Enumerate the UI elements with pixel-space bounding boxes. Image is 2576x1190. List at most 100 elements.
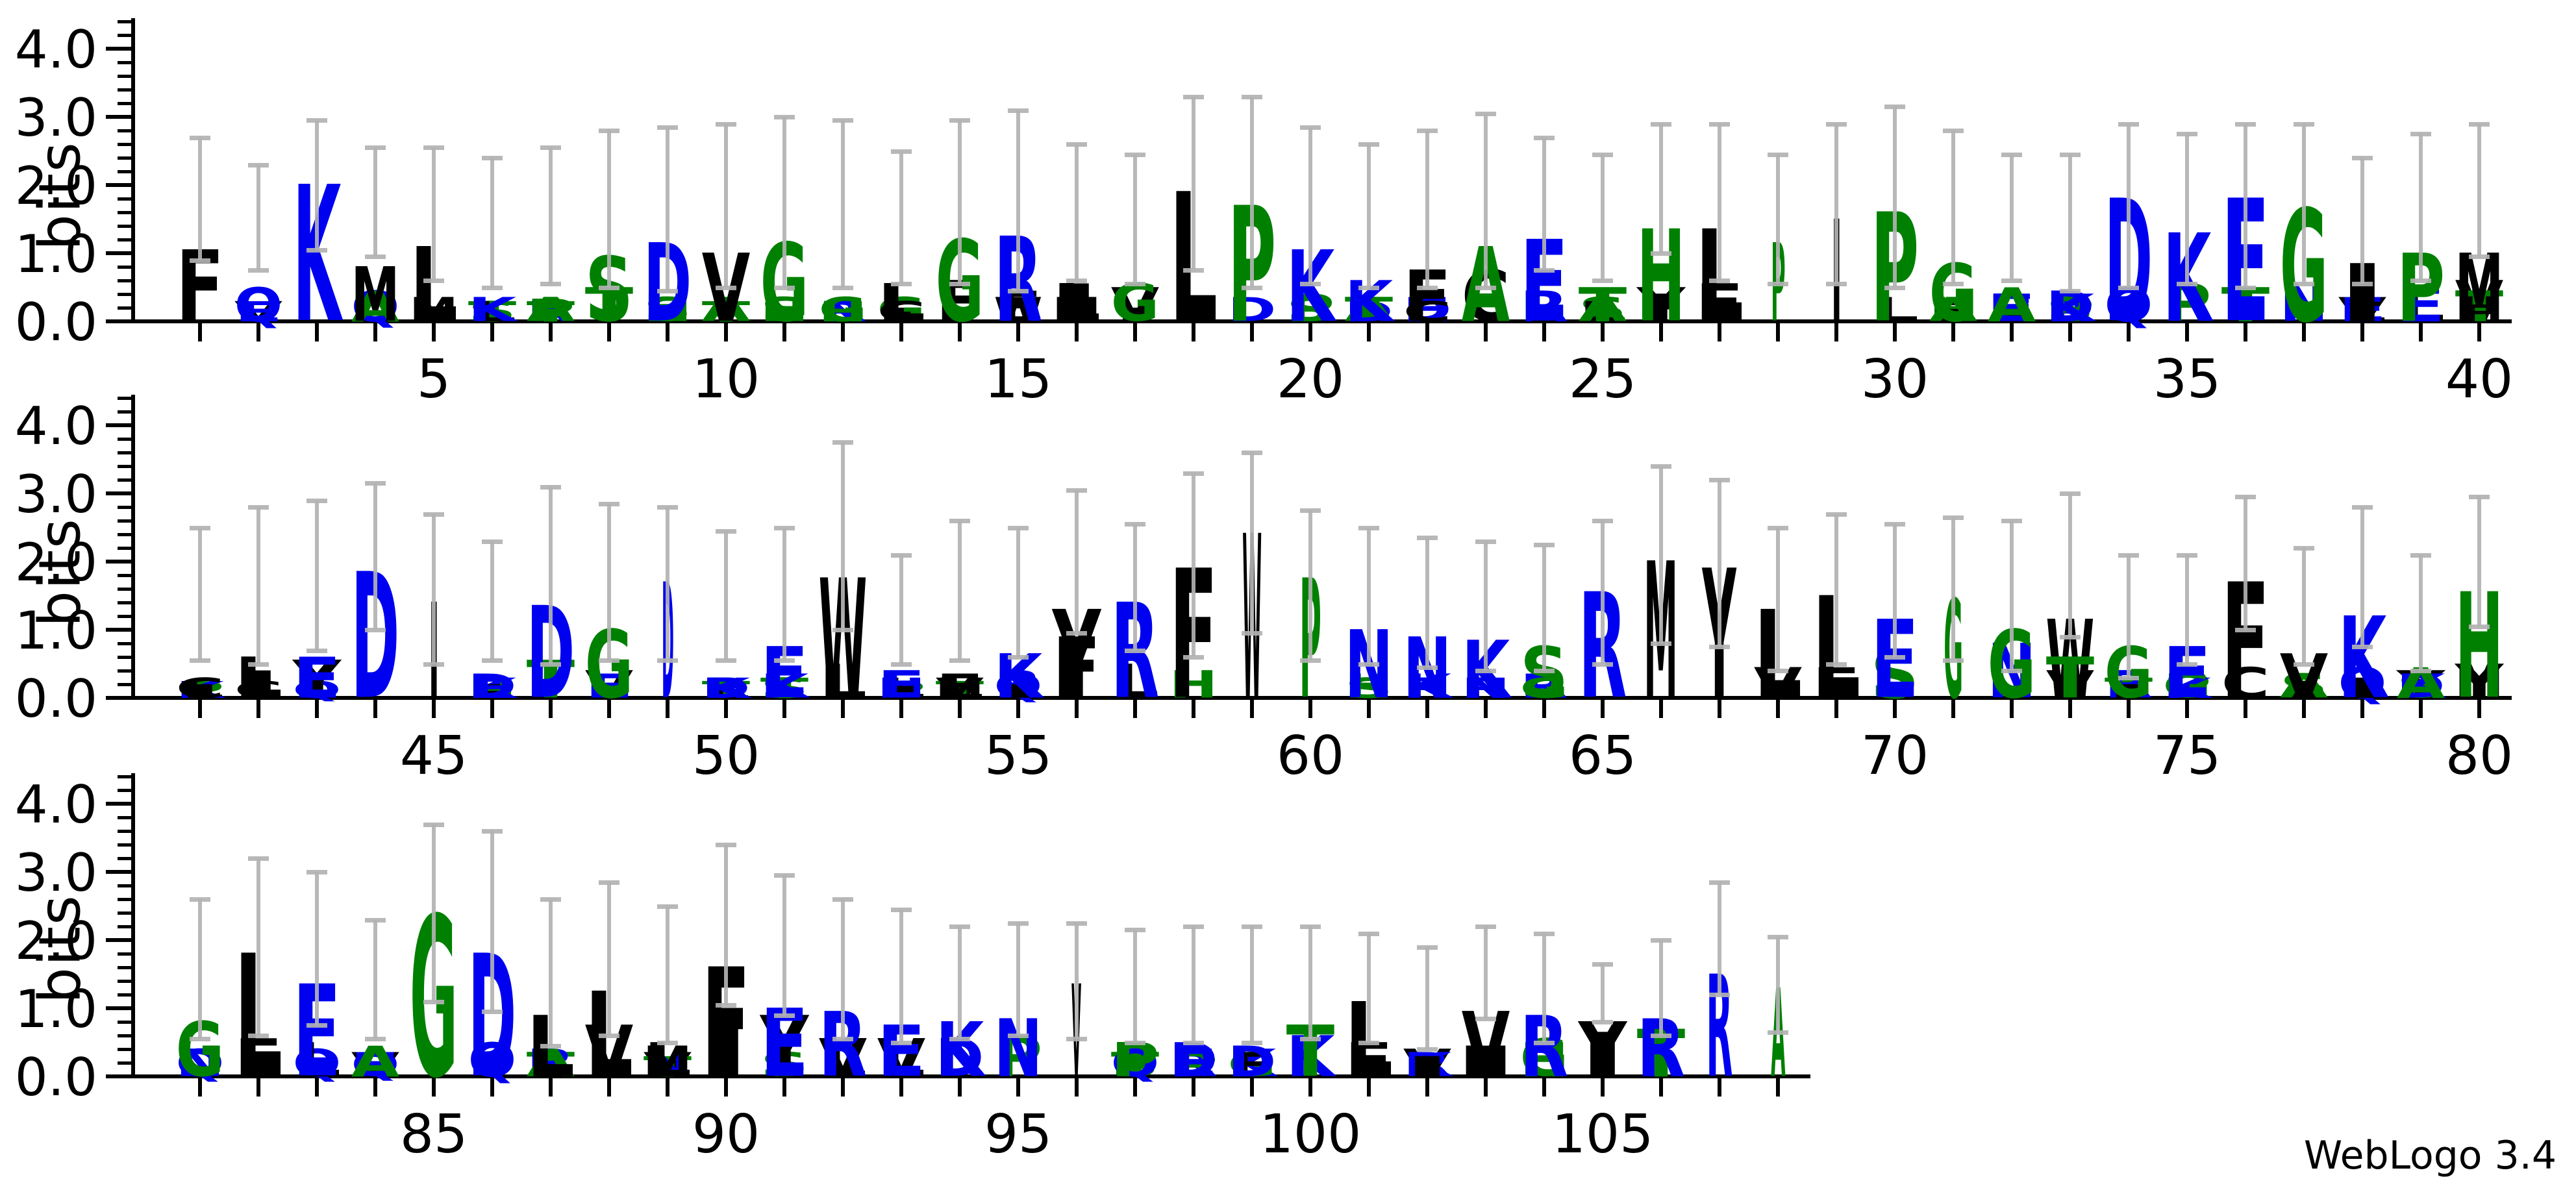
- x-tick: [1484, 1078, 1488, 1097]
- x-tick: [2185, 323, 2189, 341]
- y-minor-tick: [118, 601, 133, 604]
- logo-letter-M-80: M: [2455, 655, 2504, 710]
- error-bar-top-cap: [1651, 464, 1671, 469]
- svg-text:I: I: [176, 680, 224, 702]
- x-tick: [198, 323, 202, 341]
- error-bar-top-cap: [482, 829, 503, 834]
- error-bar-stem: [2185, 554, 2189, 664]
- y-minor-tick: [118, 830, 133, 833]
- error-bar-stem: [1308, 510, 1312, 661]
- svg-text:S: S: [1345, 672, 1393, 704]
- error-bar-stem: [490, 158, 494, 288]
- x-tick-label: 75: [2153, 725, 2221, 787]
- error-bar-bottom-cap: [1417, 665, 1438, 670]
- error-bar-top-cap: [832, 118, 853, 123]
- error-bar-stem: [1601, 154, 1605, 280]
- x-tick: [1601, 700, 1605, 718]
- logo-letter-V-40: V: [2455, 269, 2504, 334]
- error-bar-bottom-cap: [1300, 282, 1321, 287]
- x-tick: [2419, 700, 2423, 718]
- y-minor-tick: [118, 451, 133, 454]
- svg-text:D: D: [1345, 295, 1393, 328]
- svg-text:H: H: [819, 295, 867, 328]
- y-tick-label: 1.0: [14, 601, 97, 661]
- error-bar-top-cap: [1066, 488, 1087, 493]
- error-bar-bottom-cap: [1768, 282, 1788, 287]
- error-bar-bottom-cap: [716, 1002, 736, 1008]
- svg-text:T: T: [936, 676, 984, 704]
- svg-text:T: T: [760, 672, 808, 704]
- x-tick: [724, 700, 728, 718]
- error-bar-top-cap: [365, 145, 386, 151]
- svg-text:G: G: [2163, 667, 2211, 705]
- x-tick-label: 90: [692, 1104, 760, 1165]
- logo-letter-K-41: K: [175, 676, 227, 704]
- svg-text:I: I: [1988, 308, 2036, 325]
- svg-text:C: C: [877, 295, 925, 328]
- svg-text:D: D: [1403, 291, 1451, 328]
- logo-letter-D-81: D: [175, 1041, 225, 1085]
- logo-letter-T-6: T: [468, 295, 517, 328]
- svg-text:R: R: [527, 293, 575, 328]
- logo-letter-S-79: S: [2396, 667, 2445, 705]
- x-tick: [198, 700, 202, 718]
- error-bar-top-cap: [1008, 921, 1029, 926]
- error-bar-stem: [841, 442, 845, 630]
- error-bar-top-cap: [2410, 552, 2431, 558]
- logo-letter-I-32: I: [1987, 308, 2036, 325]
- error-bar-bottom-cap: [774, 1013, 795, 1018]
- svg-text:K: K: [468, 672, 519, 704]
- svg-text:T: T: [1579, 279, 1627, 333]
- x-axis-line: [133, 696, 2512, 700]
- svg-text:L: L: [1988, 300, 2036, 327]
- error-bar-bottom-cap: [1709, 645, 1730, 650]
- svg-text:K: K: [176, 676, 227, 704]
- y-major-tick: [106, 870, 133, 874]
- logo-letter-I-55: I: [994, 680, 1043, 702]
- error-bar-top-cap: [365, 481, 386, 486]
- svg-text:M: M: [2455, 655, 2503, 710]
- error-bar-stem: [1133, 930, 1137, 1043]
- logo-letter-N-89: N: [643, 1046, 692, 1084]
- error-bar-top-cap: [2060, 491, 2081, 496]
- y-minor-tick: [118, 775, 133, 778]
- x-tick: [549, 1078, 553, 1097]
- svg-text:A: A: [351, 1038, 399, 1087]
- x-tick: [315, 1078, 319, 1097]
- svg-text:P: P: [877, 676, 925, 704]
- logo-letter-I-90: I: [701, 998, 751, 1096]
- x-tick: [782, 323, 786, 341]
- error-bar-top-cap: [2118, 121, 2139, 127]
- error-bar-bottom-cap: [716, 285, 736, 290]
- error-bar-top-cap: [1592, 152, 1613, 157]
- error-bar-stem: [1951, 130, 1955, 284]
- logo-letter-T-54: T: [935, 676, 984, 704]
- error-bar-bottom-cap: [482, 1010, 503, 1015]
- svg-text:N: N: [176, 1041, 224, 1085]
- y-tick-label: 0.0: [14, 1047, 97, 1108]
- x-tick: [1425, 700, 1429, 718]
- y-tick-label: 3.0: [14, 843, 97, 903]
- error-bar-bottom-cap: [2001, 669, 2022, 673]
- error-bar-top-cap: [540, 145, 561, 151]
- error-bar-top-cap: [190, 135, 210, 140]
- x-tick: [958, 323, 962, 341]
- logo-letter-Y-80: Y: [2455, 655, 2505, 710]
- error-bar-top-cap: [1768, 152, 1788, 157]
- error-bar-bottom-cap: [832, 285, 853, 290]
- error-bar-stem: [666, 507, 669, 661]
- x-tick: [1951, 323, 1955, 341]
- error-bar-top-cap: [1709, 478, 1730, 482]
- error-bar-top-cap: [1008, 525, 1029, 530]
- y-tick-label: 2.0: [14, 532, 97, 593]
- x-tick: [2419, 323, 2423, 341]
- error-bar-bottom-cap: [1008, 1034, 1029, 1038]
- svg-text:N: N: [877, 672, 925, 704]
- error-bar-top-cap: [1943, 515, 1964, 520]
- y-major-tick: [106, 696, 133, 700]
- x-tick: [2360, 323, 2364, 341]
- y-tick-label: 3.0: [14, 88, 97, 148]
- logo-letter-S-77: S: [2279, 667, 2329, 705]
- y-minor-tick: [118, 143, 133, 146]
- logo-letter-M-54: M: [935, 672, 984, 704]
